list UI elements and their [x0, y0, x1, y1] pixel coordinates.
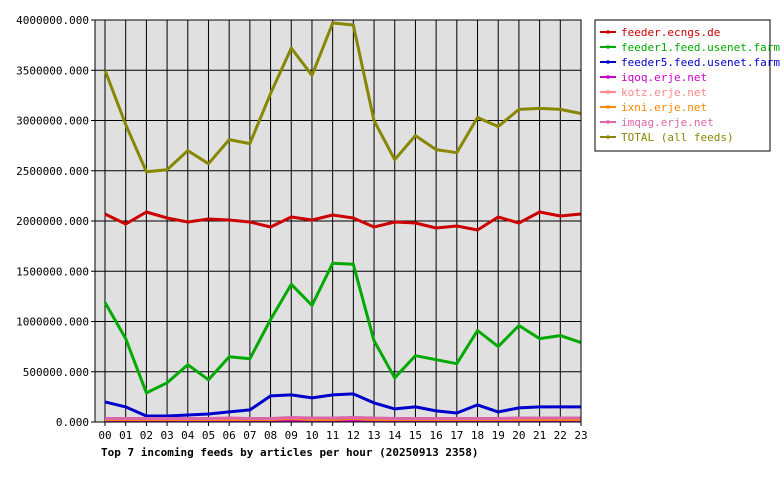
legend-label: kotz.erje.net [621, 86, 707, 99]
series-line-2 [104, 392, 581, 418]
x-tick-label: 01 [119, 429, 132, 442]
x-tick-label: 15 [409, 429, 422, 442]
legend-marker [606, 90, 610, 94]
x-tick-label: 09 [285, 429, 298, 442]
x-tick-label: 12 [347, 429, 360, 442]
y-axis-tick-labels: 0.000 500000.000 1000000.000 1500000.000 200… [16, 14, 89, 429]
legend-label: iqoq.erje.net [621, 71, 707, 84]
y-tick-label: 3000000.000 [16, 115, 89, 128]
x-tick-label: 21 [533, 429, 546, 442]
x-tick-label: 14 [388, 429, 402, 442]
series-line-7 [103, 21, 582, 174]
y-tick-label: 1500000.000 [16, 265, 89, 278]
chart-title: Top 7 incoming feeds by articles per hou… [101, 446, 479, 459]
y-tick-label: 2000000.000 [16, 215, 89, 228]
legend-box [594, 19, 771, 152]
legend-marker [606, 60, 610, 64]
legend-label: ixni.erje.net [621, 101, 707, 114]
legend-label: imqag.erje.net [621, 116, 714, 129]
y-tick-label: 500000.000 [23, 366, 89, 379]
x-tick-label: 02 [140, 429, 153, 442]
legend: feeder.ecngs.de feeder1.feed.usenet.farm f… [594, 19, 780, 152]
y-tick-label: 3500000.000 [16, 64, 89, 77]
x-tick-label: 10 [305, 429, 318, 442]
series-line-0 [104, 210, 582, 232]
legend-marker [606, 135, 610, 139]
legend-marker [606, 120, 610, 124]
plot-frame [94, 19, 582, 423]
x-tick-label: 23 [574, 429, 587, 442]
x-axis-tick-labels: 00 01 02 03 04 05 06 07 08 09 10 11 12 13 14 15 16 17 18 19… [98, 422, 588, 442]
legend-label: feeder1.feed.usenet.farm [621, 41, 780, 54]
legend-marker [606, 105, 610, 109]
x-tick-label: 19 [492, 429, 505, 442]
series-layer [103, 21, 582, 422]
x-tick-label: 05 [202, 429, 215, 442]
y-tick-label: 4000000.000 [16, 14, 89, 27]
legend-label: TOTAL (all feeds) [621, 131, 734, 144]
x-tick-label: 22 [554, 429, 567, 442]
x-tick-label: 08 [264, 429, 277, 442]
legend-marker [606, 30, 610, 34]
legend-label: feeder.ecngs.de [621, 26, 720, 39]
y-tick-label: 1000000.000 [16, 316, 89, 329]
y-tick-label: 0.000 [56, 416, 89, 429]
series-line-6 [105, 416, 581, 420]
x-tick-label: 00 [98, 429, 111, 442]
legend-marker [606, 75, 610, 79]
x-tick-label: 03 [160, 429, 173, 442]
x-tick-label: 13 [367, 429, 380, 442]
x-tick-label: 07 [243, 429, 256, 442]
legend-marker [606, 45, 610, 49]
x-tick-label: 20 [512, 429, 525, 442]
x-tick-label: 04 [181, 429, 195, 442]
series-line-1 [103, 261, 582, 395]
legend-label: feeder5.feed.usenet.farm [621, 56, 780, 69]
x-tick-label: 16 [430, 429, 443, 442]
y-tick-label: 2500000.000 [16, 165, 89, 178]
x-tick-label: 06 [223, 429, 236, 442]
x-tick-label: 17 [450, 429, 463, 442]
x-tick-label: 18 [471, 429, 484, 442]
x-tick-label: 11 [326, 429, 339, 442]
